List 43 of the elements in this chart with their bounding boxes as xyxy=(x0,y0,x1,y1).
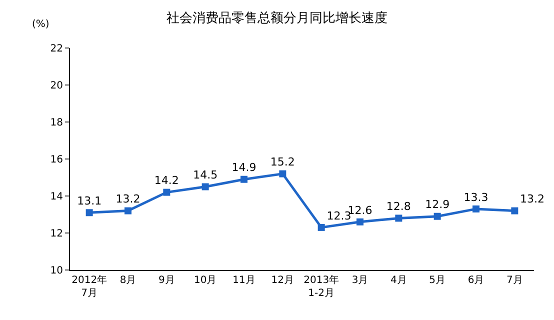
data-label: 14.9 xyxy=(232,161,256,174)
y-axis-title: (%) xyxy=(32,19,50,30)
x-tick-label: 4月 xyxy=(390,275,407,286)
point xyxy=(318,224,325,231)
x-tick-label: 10月 xyxy=(194,275,217,286)
x-tick-label: 5月 xyxy=(429,275,446,286)
y-tick-label: 12 xyxy=(50,228,63,240)
x-tick-label: 2013年 1-2月 xyxy=(304,274,340,299)
data-label: 13.3 xyxy=(464,190,488,204)
y-tick-label: 16 xyxy=(50,154,63,166)
point xyxy=(86,209,93,216)
y-tick-label: 22 xyxy=(50,44,63,54)
data-label: 14.5 xyxy=(193,168,218,182)
point xyxy=(124,207,132,214)
point xyxy=(279,170,286,178)
data-label: 13.2 xyxy=(116,192,140,206)
point xyxy=(395,214,402,222)
x-tick-label: 11月 xyxy=(232,275,256,286)
data-label: 13.2 xyxy=(520,192,545,206)
x-tick-label: 3月 xyxy=(352,275,368,286)
data-label: 12.9 xyxy=(425,198,450,212)
x-tick-label: 9月 xyxy=(158,275,175,286)
point xyxy=(163,188,170,196)
point xyxy=(434,212,441,220)
chart-title: 社会消费品零售总额分月同比增长速度 xyxy=(166,10,388,26)
data-label: 14.2 xyxy=(154,174,179,188)
point xyxy=(202,183,209,190)
x-tick-label: 8月 xyxy=(120,275,136,286)
x-tick-label: 2012年 7月 xyxy=(72,274,108,299)
y-tick-label: 10 xyxy=(50,266,63,276)
point xyxy=(240,176,248,183)
x-tick-label: 12月 xyxy=(271,275,294,286)
data-label: 15.2 xyxy=(270,156,295,169)
data-label: 12.8 xyxy=(386,200,411,214)
point xyxy=(511,207,518,214)
data-label: 13.1 xyxy=(77,194,102,208)
y-tick-label: 18 xyxy=(50,118,63,128)
x-tick-label: 7月 xyxy=(506,275,523,286)
y-tick-label: 20 xyxy=(50,80,63,92)
x-tick-label: 6月 xyxy=(468,275,484,286)
point xyxy=(472,205,480,212)
point xyxy=(356,218,364,226)
y-tick-label: 14 xyxy=(50,192,63,202)
